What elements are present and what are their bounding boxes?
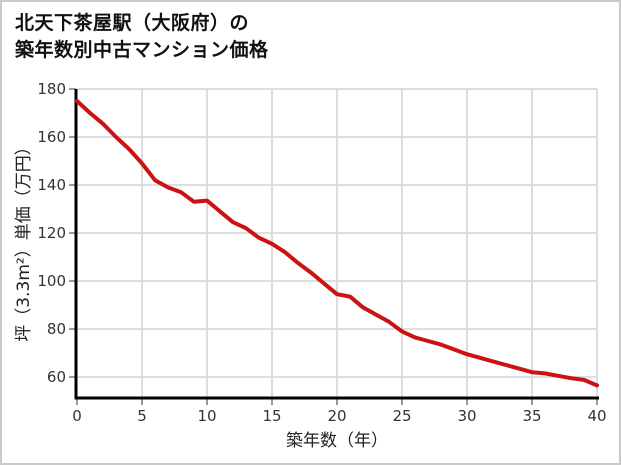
x-tick-label: 0 xyxy=(72,407,82,425)
y-tick-label: 80 xyxy=(47,320,66,338)
x-tick-label: 40 xyxy=(587,407,606,425)
axes xyxy=(74,89,599,400)
y-tick-label: 160 xyxy=(37,128,66,146)
x-tick-label: 10 xyxy=(197,407,216,425)
chart-title: 北天下茶屋駅（大阪府）の 築年数別中古マンション価格 xyxy=(15,10,269,63)
y-axis-title: 坪（3.3m²）単価（万円） xyxy=(14,138,34,341)
y-tick-label: 140 xyxy=(37,176,66,194)
gridlines xyxy=(77,88,598,398)
y-tick-label: 100 xyxy=(37,272,66,290)
x-tick-label: 35 xyxy=(522,407,541,425)
x-axis-title: 築年数（年） xyxy=(286,431,388,451)
x-tick-label: 25 xyxy=(392,407,411,425)
y-tick-label: 180 xyxy=(37,80,66,98)
x-tick-label: 15 xyxy=(262,407,281,425)
chart-title-line1: 北天下茶屋駅（大阪府）の xyxy=(15,12,250,34)
y-tick-label: 120 xyxy=(37,224,66,242)
x-tick-labels: 0 5 10 15 20 25 30 35 40 xyxy=(72,407,606,425)
y-tick-label: 60 xyxy=(47,368,66,386)
x-tick-label: 20 xyxy=(327,407,346,425)
x-tick-label: 30 xyxy=(457,407,476,425)
price-line xyxy=(75,99,599,388)
x-tick-label: 5 xyxy=(137,407,147,425)
chart-title-line2: 築年数別中古マンション価格 xyxy=(15,38,269,61)
y-tick-labels: 60 80 100 120 140 160 180 xyxy=(37,80,66,386)
